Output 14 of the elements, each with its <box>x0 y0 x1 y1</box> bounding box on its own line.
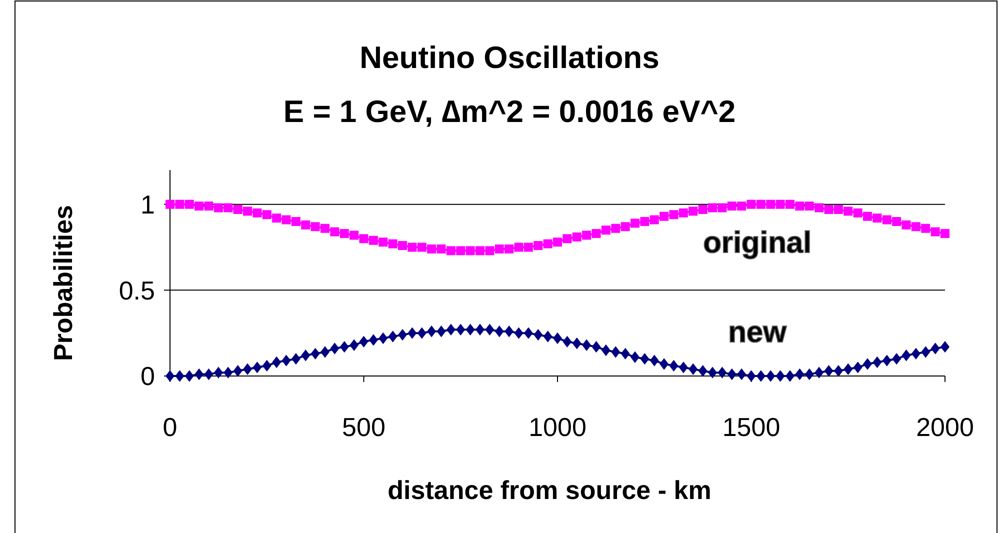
y-tick-label: 0.5 <box>118 275 155 306</box>
y-tick-label: 1 <box>140 189 155 220</box>
series-label: new <box>728 316 788 349</box>
chart-subtitle: E = 1 GeV, ∆m^2 = 0.0016 eV^2 <box>283 94 736 129</box>
x-tick-label: 1500 <box>722 412 780 442</box>
x-tick-label: 0 <box>162 412 178 442</box>
x-tick-label: 1000 <box>528 412 586 442</box>
series-label: original <box>703 226 812 260</box>
x-axis-title: distance from source - km <box>388 475 712 505</box>
y-tick-label: 0 <box>140 361 155 392</box>
x-tick-label: 500 <box>342 412 386 442</box>
chart-title: Neutino Oscillations <box>360 40 660 75</box>
x-tick-label: 2000 <box>916 412 974 442</box>
y-axis-title: Probabilities <box>48 204 78 362</box>
